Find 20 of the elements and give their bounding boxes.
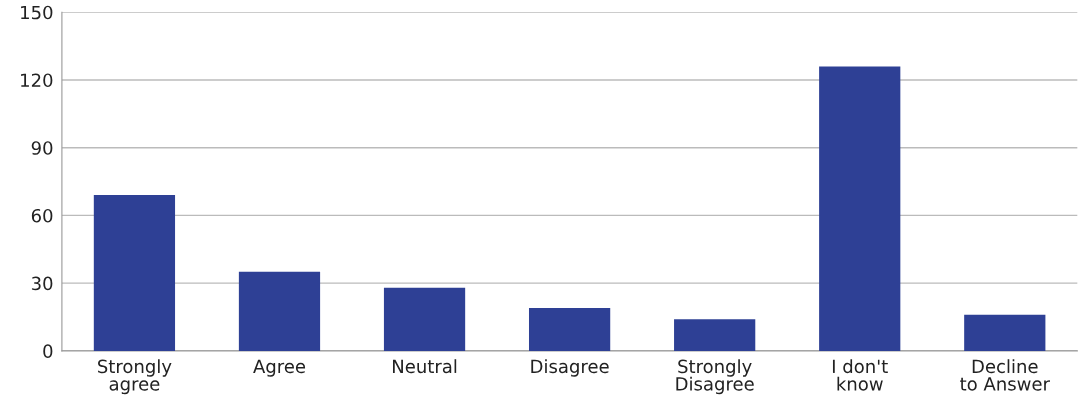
x-tick-label: I don't know bbox=[832, 359, 888, 391]
y-tick-label: 90 bbox=[31, 141, 53, 155]
bar bbox=[238, 271, 321, 351]
bar bbox=[93, 195, 176, 351]
bar bbox=[819, 66, 901, 351]
x-tick-label: Disagree bbox=[531, 359, 609, 377]
bar bbox=[674, 319, 756, 351]
x-tick-label: Strongly Disagree bbox=[676, 359, 754, 395]
bar bbox=[964, 314, 1046, 351]
x-tick-label: Decline to Answer bbox=[960, 359, 1050, 391]
bar bbox=[528, 307, 611, 351]
y-tick-label: 30 bbox=[31, 276, 53, 291]
y-tick-label: 60 bbox=[31, 208, 53, 223]
x-tick-label: Agree bbox=[253, 359, 306, 377]
bar bbox=[383, 287, 466, 351]
y-tick-label: 0 bbox=[43, 344, 53, 358]
y-tick-label: 120 bbox=[21, 73, 53, 88]
x-tick-label: Neutral bbox=[393, 359, 457, 374]
x-tick-label: Strongly agree bbox=[98, 359, 172, 395]
y-tick-label: 150 bbox=[21, 5, 53, 20]
